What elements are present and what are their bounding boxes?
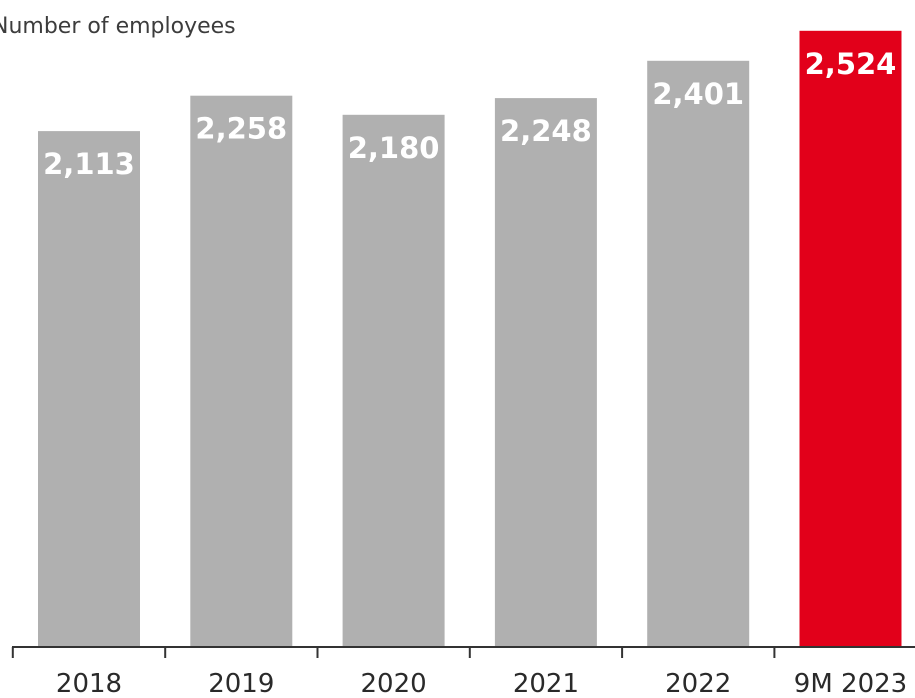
- x-tick-label: 9M 2023: [794, 669, 907, 698]
- bar-value-label: 2,258: [195, 112, 287, 146]
- bar-value-label: 2,401: [652, 77, 744, 111]
- bar-9m-2023: [799, 30, 902, 648]
- x-tick-label: 2022: [665, 669, 731, 698]
- x-tick-labels-group: 2018 2019 2020 2021 2022 9M 2023: [56, 669, 907, 698]
- bar-2018: [38, 131, 140, 648]
- chart-title: Number of employees: [0, 14, 236, 39]
- bar-value-label: 2,180: [348, 131, 440, 165]
- bar-2021: [494, 98, 597, 648]
- bar-value-label: 2,524: [805, 47, 897, 81]
- bar-labels-group: 2,113 2,258 2,180 2,248 2,401 2,524: [43, 47, 896, 181]
- x-tick-label: 2021: [513, 669, 579, 698]
- bar-2022: [647, 60, 750, 648]
- x-tick-label: 2018: [56, 669, 122, 698]
- bar-value-label: 2,113: [43, 147, 135, 181]
- x-axis: [11, 646, 915, 658]
- bars-group: [38, 30, 902, 648]
- bar-2020: [342, 114, 445, 648]
- bar-value-label: 2,248: [500, 114, 592, 148]
- x-tick-label: 2019: [208, 669, 274, 698]
- bar-2019: [190, 95, 293, 647]
- x-tick-label: 2020: [361, 669, 427, 698]
